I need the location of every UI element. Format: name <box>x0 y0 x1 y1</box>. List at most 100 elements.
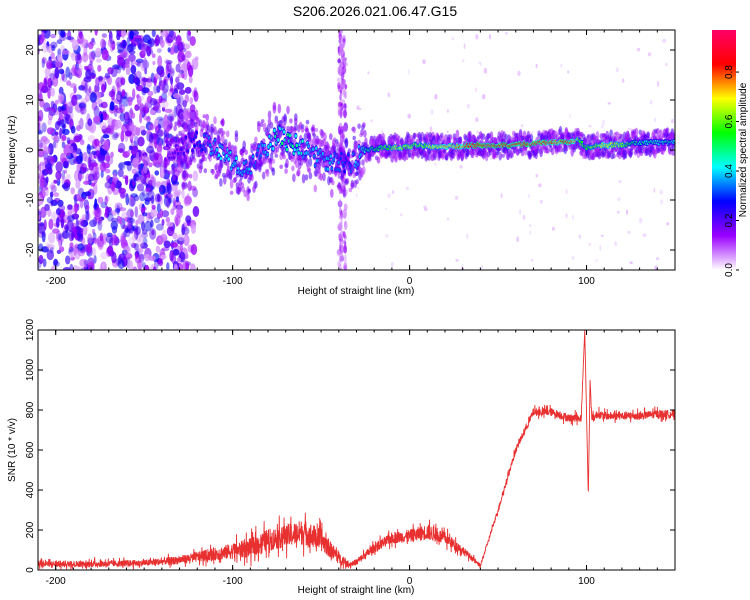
spectrogram-cell <box>190 185 197 191</box>
spectrogram-cell <box>423 59 426 65</box>
spectrogram-cell <box>480 265 484 270</box>
spectrogram-cell <box>129 209 134 218</box>
spectrogram-cell <box>558 142 563 149</box>
spectrogram-cell <box>370 119 373 123</box>
spectrogram-cell <box>40 206 47 218</box>
spectrogram-cell <box>595 258 598 262</box>
spectrogram-cell <box>77 32 84 45</box>
spectrogram-cell <box>121 89 126 98</box>
spectrogram-cell <box>545 146 549 151</box>
spectrogram-cell <box>123 111 130 121</box>
figure-title: S206.2026.021.06.47.G15 <box>293 3 457 19</box>
spectrogram-cell <box>68 72 73 80</box>
spectrogram-cell <box>286 105 290 115</box>
spectrogram-cell <box>191 149 196 159</box>
spectrogram-cell <box>339 244 345 254</box>
spectrogram-cell <box>177 119 181 128</box>
spectrogram-cell <box>136 84 144 92</box>
spectrogram-cell <box>38 243 44 252</box>
spectrogram-cell <box>343 240 346 247</box>
spectrogram-cell <box>167 170 172 175</box>
spectrogram-cell <box>337 200 343 208</box>
spectrogram-cell <box>220 160 224 169</box>
spectrogram-cell <box>468 130 472 136</box>
spectrogram-cell <box>143 164 148 174</box>
spectrogram-cell <box>636 152 641 159</box>
spectrogram-cell <box>529 133 534 142</box>
spectrogram-cell <box>155 137 164 147</box>
spectrogram-cell <box>182 260 190 270</box>
spectrogram-cell <box>405 186 410 191</box>
spectrogram-cell <box>180 160 184 168</box>
spectrogram-cell <box>63 169 68 174</box>
spectrogram-cell <box>41 44 49 53</box>
spectrogram-x-tick-label: 100 <box>578 276 595 287</box>
spectrogram-cell <box>189 173 193 179</box>
spectrogram-cell <box>199 144 202 148</box>
spectrogram-cell <box>155 34 160 47</box>
spectrogram-cell <box>203 157 208 162</box>
snr-y-tick-label: 0 <box>25 567 36 573</box>
spectrogram-cell <box>546 149 550 154</box>
spectrogram-cell <box>244 149 248 156</box>
spectrogram-cell <box>50 181 56 189</box>
spectrogram-cell <box>50 184 57 193</box>
spectrogram-cell <box>390 261 394 267</box>
spectrogram-cell <box>53 139 58 149</box>
spectrogram-cell <box>138 235 144 248</box>
spectrogram-cell <box>229 190 234 195</box>
spectrogram-cell <box>138 43 142 51</box>
spectrogram-cell <box>347 148 352 154</box>
spectrogram-cell <box>125 193 129 206</box>
spectrogram-cell <box>50 52 55 60</box>
spectrogram-cell <box>172 204 177 211</box>
spectrogram-cell <box>330 166 333 171</box>
spectrogram-cell <box>45 107 54 112</box>
spectrogram-cell <box>156 85 161 93</box>
spectrogram-cell <box>175 63 181 73</box>
spectrogram-cell <box>217 134 221 145</box>
spectrogram-cell <box>341 59 345 66</box>
spectrogram-cell <box>191 58 199 70</box>
spectrogram-cell <box>192 206 200 217</box>
spectrogram-cell <box>407 69 410 75</box>
spectrogram-cell <box>254 136 258 144</box>
spectrogram-cell <box>111 251 117 264</box>
spectrogram-cell <box>462 59 465 63</box>
spectrogram-cell <box>77 232 84 242</box>
spectrogram-cell <box>39 161 45 166</box>
spectrogram-cell <box>139 125 146 132</box>
spectrogram-cell <box>101 33 107 38</box>
spectrogram-cell <box>656 128 660 135</box>
spectrogram-cell <box>520 124 524 128</box>
spectrogram-cell <box>434 94 438 100</box>
spectrogram-cell <box>104 195 108 206</box>
spectrogram-cell <box>117 142 126 154</box>
spectrogram-cell <box>125 160 132 166</box>
spectrogram-cell <box>46 249 54 261</box>
spectrogram-cell <box>141 46 146 55</box>
spectrogram-cell <box>339 253 344 260</box>
spectrogram-cell <box>288 133 292 138</box>
spectrogram-cell <box>107 38 115 48</box>
spectrogram-cell <box>330 188 334 198</box>
spectrogram-cell <box>184 123 188 132</box>
spectrogram-cell <box>116 132 120 137</box>
spectrogram-cell <box>290 136 294 145</box>
spectrogram-cell <box>344 84 348 90</box>
spectrogram-cell <box>75 51 81 62</box>
spectrogram-cell <box>400 213 403 217</box>
spectrogram-cell <box>99 121 107 130</box>
spectrogram-cell <box>269 142 272 147</box>
spectrogram-cell <box>281 141 284 145</box>
spectrogram-cell <box>649 99 653 105</box>
spectrogram-cell <box>348 187 353 193</box>
spectrogram-cell <box>338 221 343 232</box>
spectrogram-cell <box>134 206 139 218</box>
spectrogram-cell <box>75 179 81 189</box>
spectrogram-cell <box>354 143 358 150</box>
spectrogram-cell <box>47 232 56 244</box>
spectrogram-cell <box>52 141 57 148</box>
spectrogram-cell <box>144 197 152 202</box>
